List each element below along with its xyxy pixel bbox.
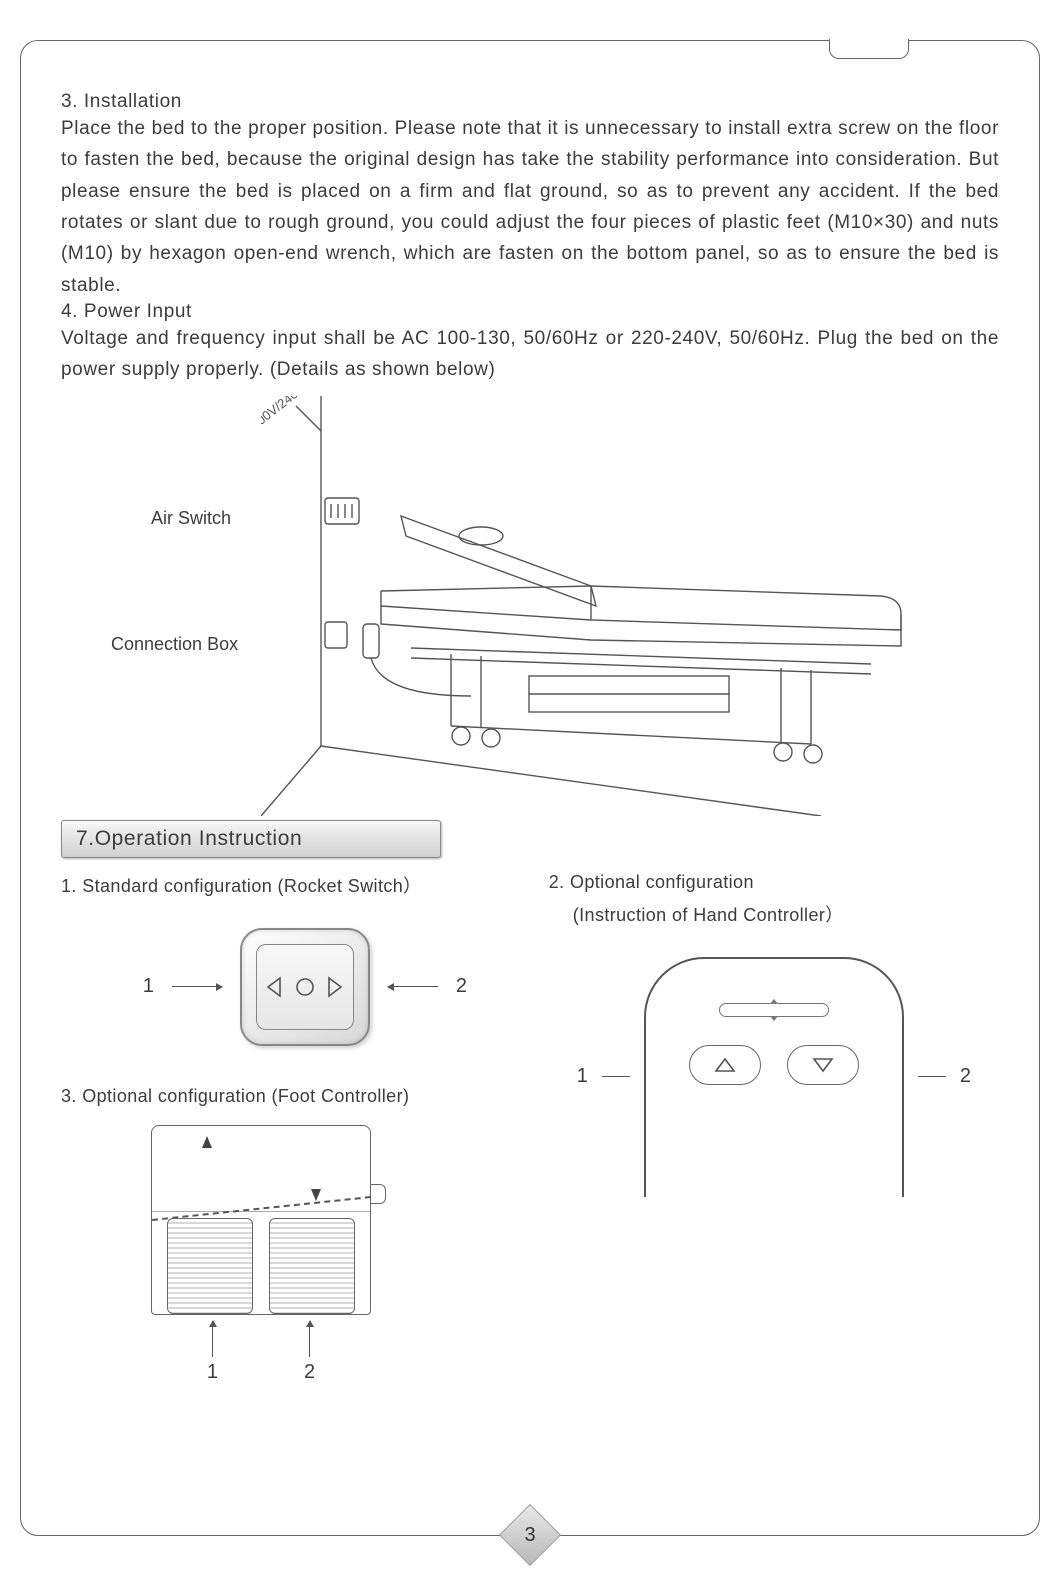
foot-controller-figure: 1 2 [121,1125,401,1384]
config3-title: 3. Optional configuration (Foot Controll… [61,1086,549,1107]
page-number-badge: 3 [508,1513,552,1557]
power-body: Voltage and frequency input shall be AC … [61,323,999,386]
callout-line-hand-r [918,1076,946,1077]
operation-section-title: 7.Operation Instruction [76,827,302,851]
callout-1: 1 [143,975,154,998]
arrow-up-icon [202,1136,212,1148]
triangle-down-icon [812,1056,834,1074]
circle-icon [294,976,316,998]
callout-line-right [388,986,438,987]
hand-top-slot [719,1003,829,1017]
callout-2: 2 [456,975,467,998]
triangle-up-icon [714,1056,736,1074]
page-frame: 3. Installation Place the bed to the pro… [20,40,1040,1536]
hand-controller-figure: 1 2 [549,957,999,1197]
foot-callout-1: 1 [207,1321,218,1384]
label-voltage: 100V/240V [261,396,308,432]
foot-pedals [152,1214,370,1314]
label-air-switch: Air Switch [151,508,231,529]
bed-diagram-area: Air Switch Connection Box 100V/240V [61,396,999,816]
hand-button-down [787,1045,859,1085]
page-number: 3 [508,1513,552,1557]
foot-col-up [157,1126,255,1211]
callout-1-foot: 1 [207,1361,218,1384]
callout-2-foot: 2 [304,1361,315,1384]
column-right: 2. Optional configuration (Instruction o… [549,872,999,1384]
power-heading: 4. Power Input [61,301,999,323]
config1-title: 1. Standard configuration (Rocket Switch… [61,872,549,898]
callout-2-hand: 2 [960,1065,971,1088]
arrow-down-icon [311,1189,321,1201]
hand-controller-body [644,957,904,1197]
callout-line-left [172,986,222,987]
bed-line-drawing: 100V/240V [261,396,941,816]
triangle-right-icon [325,976,343,998]
callout-line-hand-l [602,1076,630,1077]
foot-side-knob [370,1184,386,1204]
callout-vline [309,1321,310,1357]
foot-callout-2: 2 [304,1321,315,1384]
foot-top-panel [152,1126,370,1212]
rocket-switch-body [240,928,370,1046]
rocket-switch-figure: 1 2 [61,928,549,1046]
foot-pedal-2 [269,1218,355,1314]
controllers-row: 1. Standard configuration (Rocket Switch… [61,872,999,1384]
column-left: 1. Standard configuration (Rocket Switch… [61,872,549,1384]
installation-heading: 3. Installation [61,91,999,113]
label-connection-box: Connection Box [111,634,238,655]
hand-buttons-row [646,1045,902,1085]
config2-title-line2: (Instruction of Hand Controller） [573,901,999,927]
callout-1-hand: 1 [577,1065,588,1088]
tab-notch [829,39,909,59]
installation-body: Place the bed to the proper position. Pl… [61,113,999,301]
hand-button-up [689,1045,761,1085]
foot-col-down [266,1126,364,1211]
config2-title-line1: 2. Optional configuration [549,872,999,893]
callout-vline [212,1321,213,1357]
triangle-left-icon [266,976,284,998]
foot-callouts: 1 2 [121,1321,401,1384]
foot-controller-body [151,1125,371,1315]
foot-pedal-1 [167,1218,253,1314]
operation-section-bar: 7.Operation Instruction [61,820,441,858]
rocket-switch-face [256,944,354,1030]
